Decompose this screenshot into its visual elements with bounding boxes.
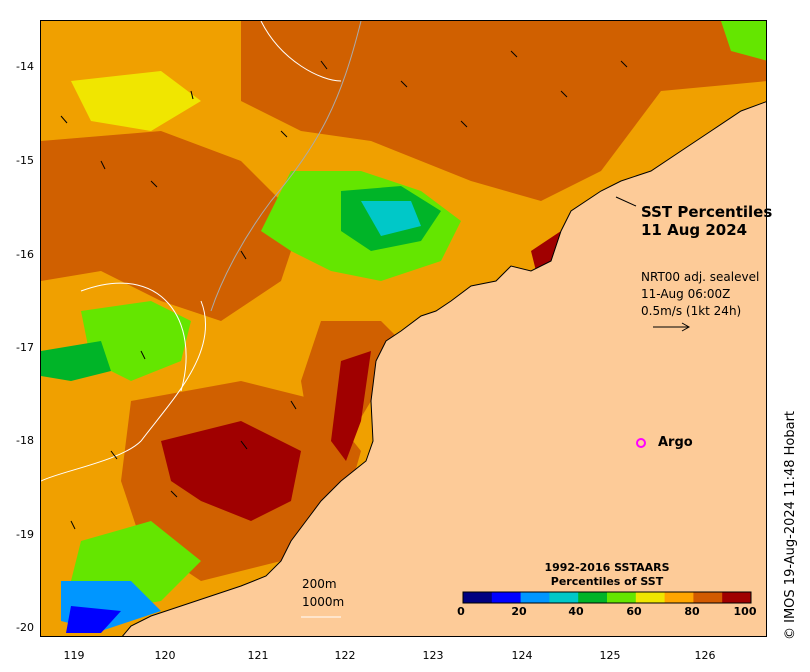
current-time: 11-Aug 06:00Z [641, 287, 731, 301]
x-tick-label: 120 [154, 649, 176, 662]
land-mass [122, 101, 766, 636]
y-tick-label: -19 [16, 528, 34, 541]
current-product: NRT00 adj. sealevel [641, 270, 760, 284]
contour-1000m-west [41, 300, 207, 482]
sst-region-80-north [241, 21, 766, 201]
colorbar-tick: 80 [684, 605, 700, 618]
colorbar-swatch [693, 592, 723, 603]
sst-region-70-nw [71, 71, 201, 131]
map-canvas [41, 21, 766, 636]
colorbar-swatch [578, 592, 608, 603]
contour-200m-loop [80, 282, 187, 392]
sst-region-60-west [81, 301, 191, 381]
colorbar-title-1: 1992-2016 SSTAARS [544, 561, 670, 574]
sst-region-80-west [41, 131, 301, 321]
x-tick-label: 125 [599, 649, 621, 662]
colorbar [462, 591, 752, 604]
colorbar-swatch [722, 592, 752, 603]
colorbar-swatch [520, 592, 550, 603]
current-scale-arrow [653, 322, 691, 332]
colorbar-swatch [491, 592, 522, 603]
y-tick-label: -20 [16, 621, 34, 634]
contour-200m-shelf [210, 21, 362, 312]
sst-map [40, 20, 767, 637]
x-tick-label: 126 [694, 649, 716, 662]
colorbar-border [462, 591, 752, 604]
title-pointer [615, 196, 637, 207]
colorbar-tick: 60 [626, 605, 642, 618]
colorbar-swatch [463, 592, 493, 603]
colorbar-tick: 40 [568, 605, 584, 618]
sst-region-60-ne [721, 21, 766, 61]
sst-region-40-central [361, 201, 421, 236]
colorbar-swatch [607, 592, 637, 603]
map-date: 11 Aug 2024 [641, 221, 748, 239]
x-tick-label: 123 [422, 649, 444, 662]
colorbar-tick: 0 [457, 605, 465, 618]
imos-credit: © IMOS 19-Aug-2024 11:48 Hobart [783, 410, 798, 640]
colorbar-tick: 100 [733, 605, 757, 618]
current-vectors [60, 50, 628, 530]
colorbar-swatch [664, 592, 694, 603]
sst-region-20-south [66, 606, 121, 633]
y-tick-label: -15 [16, 154, 34, 167]
argo-float-marker [636, 438, 646, 448]
contour-1000m-north [260, 21, 342, 82]
sst-region-100-south [161, 421, 301, 521]
y-tick-label: -16 [16, 248, 34, 261]
x-tick-label: 119 [63, 649, 85, 662]
contour-legend-200m: 200m [302, 577, 337, 591]
y-tick-label: -17 [16, 341, 34, 354]
colorbar-swatch [549, 592, 579, 603]
colorbar-swatch [635, 592, 666, 603]
contour-legend-1000m: 1000m [302, 595, 345, 609]
x-tick-label: 122 [334, 649, 356, 662]
x-tick-label: 124 [511, 649, 533, 662]
sst-region-50-west [41, 341, 111, 381]
x-tick-label: 121 [247, 649, 269, 662]
sst-region-100-coast [331, 351, 371, 461]
y-tick-label: -18 [16, 434, 34, 447]
argo-legend-label: Argo [658, 435, 693, 450]
y-tick-label: -14 [16, 60, 34, 73]
colorbar-tick: 20 [511, 605, 527, 618]
colorbar-title-2: Percentiles of SST [550, 575, 664, 588]
map-title: SST Percentiles [641, 203, 773, 221]
current-scale-label: 0.5m/s (1kt 24h) [641, 304, 742, 318]
